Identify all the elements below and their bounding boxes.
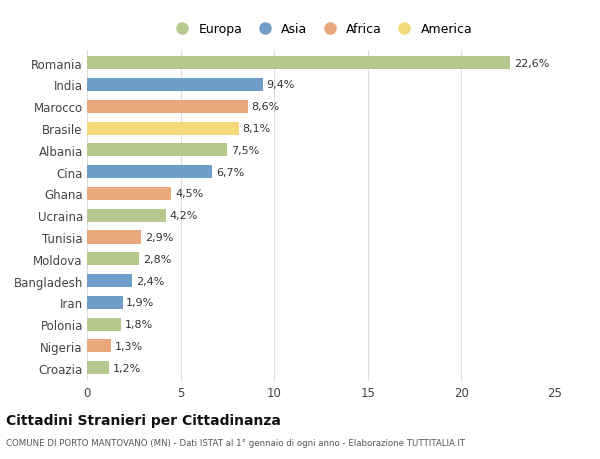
Bar <box>87 187 171 201</box>
Text: 4,5%: 4,5% <box>175 189 203 199</box>
Text: COMUNE DI PORTO MANTOVANO (MN) - Dati ISTAT al 1° gennaio di ogni anno - Elabora: COMUNE DI PORTO MANTOVANO (MN) - Dati IS… <box>6 438 465 448</box>
Text: 6,7%: 6,7% <box>216 167 244 177</box>
Text: 7,5%: 7,5% <box>231 146 259 156</box>
Bar <box>87 340 112 353</box>
Bar <box>87 318 121 331</box>
Text: 1,8%: 1,8% <box>124 319 152 330</box>
Text: 2,4%: 2,4% <box>136 276 164 286</box>
Bar <box>87 166 212 179</box>
Text: 22,6%: 22,6% <box>514 59 549 68</box>
Text: 9,4%: 9,4% <box>267 80 295 90</box>
Bar <box>87 209 166 222</box>
Bar <box>87 253 139 266</box>
Bar <box>87 296 122 309</box>
Text: 4,2%: 4,2% <box>169 211 198 221</box>
Bar <box>87 57 510 70</box>
Text: Cittadini Stranieri per Cittadinanza: Cittadini Stranieri per Cittadinanza <box>6 413 281 427</box>
Text: 2,8%: 2,8% <box>143 254 172 264</box>
Bar <box>87 79 263 92</box>
Text: 2,9%: 2,9% <box>145 232 173 242</box>
Bar <box>87 122 239 135</box>
Text: 1,3%: 1,3% <box>115 341 143 351</box>
Bar <box>87 231 141 244</box>
Bar <box>87 144 227 157</box>
Bar <box>87 274 132 287</box>
Bar <box>87 101 248 113</box>
Text: 8,1%: 8,1% <box>242 124 271 134</box>
Text: 1,2%: 1,2% <box>113 363 142 373</box>
Bar <box>87 361 109 375</box>
Text: 8,6%: 8,6% <box>252 102 280 112</box>
Text: 1,9%: 1,9% <box>127 298 155 308</box>
Legend: Europa, Asia, Africa, America: Europa, Asia, Africa, America <box>164 18 478 41</box>
